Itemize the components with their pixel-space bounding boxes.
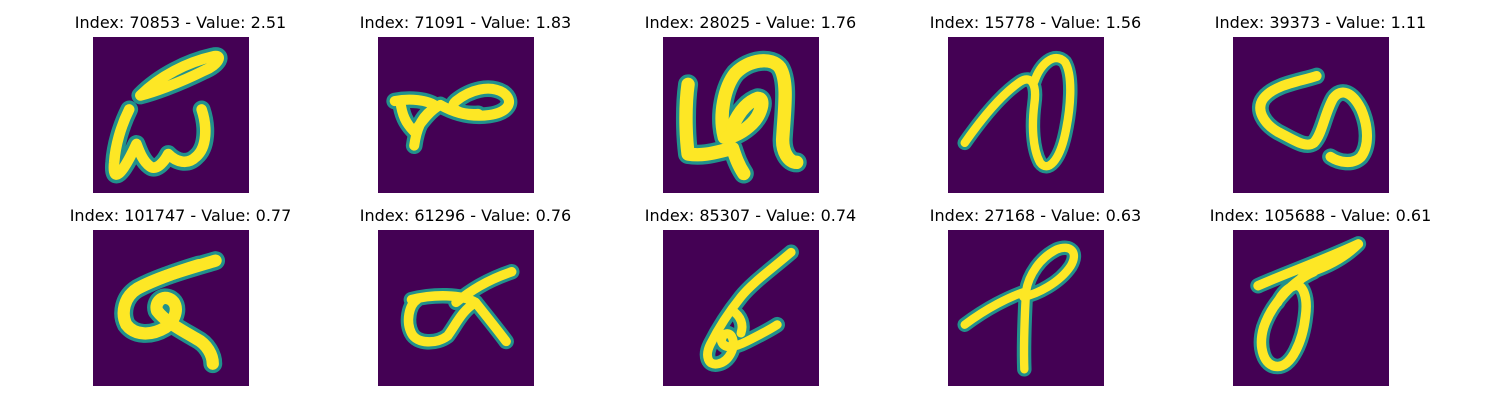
digit-panel-8: Index: 85307 - Value: 0.74	[608, 205, 893, 390]
digit-drawing	[104, 47, 228, 184]
digit-image	[378, 37, 534, 193]
panel-title: Index: 71091 - Value: 1.83	[359, 13, 572, 32]
digit-drawing	[114, 251, 226, 374]
digit-panel-10: Index: 105688 - Value: 0.61	[1178, 205, 1463, 390]
digit-panel-9: Index: 27168 - Value: 0.63	[893, 205, 1178, 390]
panel-title: Index: 27168 - Value: 0.63	[929, 206, 1142, 225]
digit-drawing	[675, 50, 807, 184]
digit-panel-2: Index: 71091 - Value: 1.83	[323, 12, 608, 197]
digit-drawing	[957, 240, 1082, 377]
digit-panel-7: Index: 61296 - Value: 0.76	[323, 205, 608, 390]
panel-title: Index: 39373 - Value: 1.11	[1214, 13, 1427, 32]
digit-drawing	[386, 80, 518, 154]
panel-title: Index: 70853 - Value: 2.51	[74, 13, 287, 32]
digit-drawing	[957, 50, 1078, 174]
digit-panel-5: Index: 39373 - Value: 1.11	[1178, 12, 1463, 197]
digit-image	[93, 230, 249, 386]
digit-image	[378, 230, 534, 386]
digit-drawing	[699, 244, 799, 372]
digit-image	[948, 230, 1104, 386]
digit-image	[948, 37, 1104, 193]
digit-drawing	[400, 263, 520, 350]
panel-title: Index: 61296 - Value: 0.76	[359, 206, 572, 225]
digit-image	[663, 37, 819, 193]
panel-title: Index: 85307 - Value: 0.74	[644, 206, 857, 225]
digit-panel-3: Index: 28025 - Value: 1.76	[608, 12, 893, 197]
digit-drawing	[1250, 236, 1367, 375]
digit-drawing	[1252, 67, 1376, 171]
panel-title: Index: 101747 - Value: 0.77	[69, 206, 292, 225]
panel-title: Index: 28025 - Value: 1.76	[644, 13, 857, 32]
digit-panel-1: Index: 70853 - Value: 2.51	[38, 12, 323, 197]
digit-image	[663, 230, 819, 386]
digit-image	[93, 37, 249, 193]
digit-panel-6: Index: 101747 - Value: 0.77	[38, 205, 323, 390]
digit-image	[1233, 37, 1389, 193]
panel-title: Index: 15778 - Value: 1.56	[929, 13, 1142, 32]
panel-title: Index: 105688 - Value: 0.61	[1209, 206, 1432, 225]
digit-image	[1233, 230, 1389, 386]
digit-panel-4: Index: 15778 - Value: 1.56	[893, 12, 1178, 197]
